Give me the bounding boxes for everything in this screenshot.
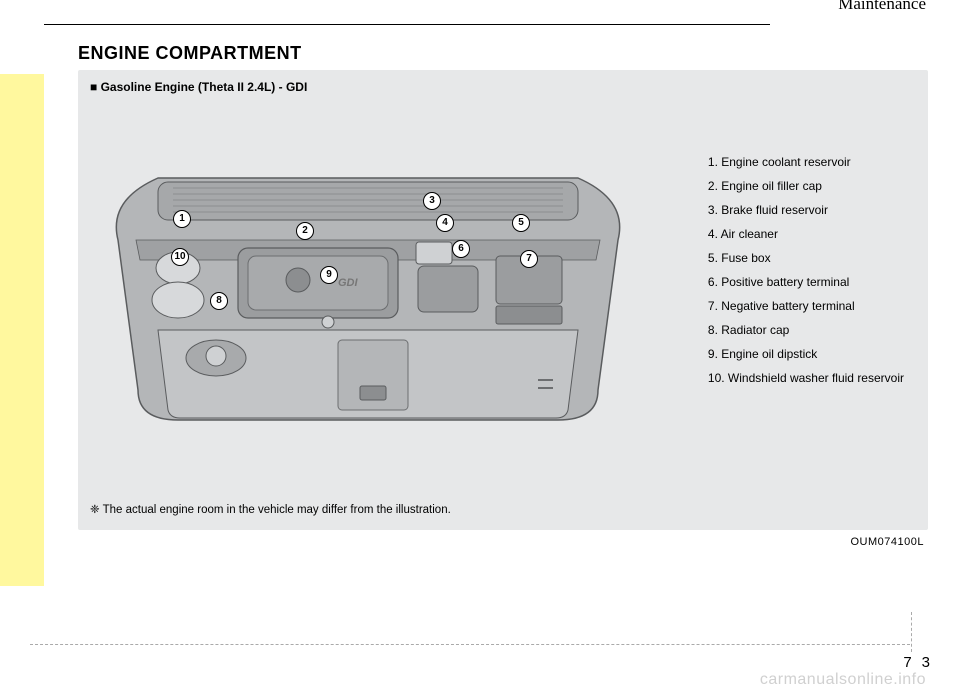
page-content: Maintenance ENGINE COMPARTMENT ■ Gasolin…	[44, 20, 930, 659]
callout-10: 10	[171, 248, 189, 266]
legend-item: 4. Air cleaner	[708, 222, 904, 246]
callout-5: 5	[512, 214, 530, 232]
legend-item: 8. Radiator cap	[708, 318, 904, 342]
page-number: 73	[903, 654, 930, 671]
figure-footnote: ❈ The actual engine room in the vehicle …	[90, 502, 451, 516]
header-rule	[44, 24, 930, 25]
legend-item: 3. Brake fluid reservoir	[708, 198, 904, 222]
chapter-number: 7	[903, 654, 911, 671]
figure-title: ■ Gasoline Engine (Theta II 2.4L) - GDI	[78, 70, 928, 94]
callout-2: 2	[296, 222, 314, 240]
callout-9: 9	[320, 266, 338, 284]
legend-item: 7. Negative battery terminal	[708, 294, 904, 318]
legend-item: 6. Positive battery terminal	[708, 270, 904, 294]
callout-7: 7	[520, 250, 538, 268]
callout-3: 3	[423, 192, 441, 210]
svg-text:GDI: GDI	[338, 277, 359, 289]
footer-dash-vertical	[911, 612, 912, 652]
legend-item: 5. Fuse box	[708, 246, 904, 270]
watermark: carmanualsonline.info	[760, 671, 926, 689]
legend-item: 1. Engine coolant reservoir	[708, 150, 904, 174]
callout-8: 8	[210, 292, 228, 310]
footer-dash-horizontal	[30, 644, 910, 645]
callout-4: 4	[436, 214, 454, 232]
legend-list: 1. Engine coolant reservoir 2. Engine oi…	[708, 150, 904, 390]
page-heading: ENGINE COMPARTMENT	[78, 43, 930, 64]
legend-item: 9. Engine oil dipstick	[708, 342, 904, 366]
figure-code: OUM074100L	[851, 536, 925, 548]
page-number-value: 3	[922, 654, 930, 671]
legend-item: 2. Engine oil filler cap	[708, 174, 904, 198]
engine-illustration: GDI	[98, 130, 638, 430]
callout-6: 6	[452, 240, 470, 258]
callout-1: 1	[173, 210, 191, 228]
section-label: Maintenance	[44, 0, 930, 14]
legend-item: 10. Windshield washer fluid reservoir	[708, 366, 904, 390]
chapter-tab	[0, 74, 44, 586]
figure-box: ■ Gasoline Engine (Theta II 2.4L) - GDI	[78, 70, 928, 530]
